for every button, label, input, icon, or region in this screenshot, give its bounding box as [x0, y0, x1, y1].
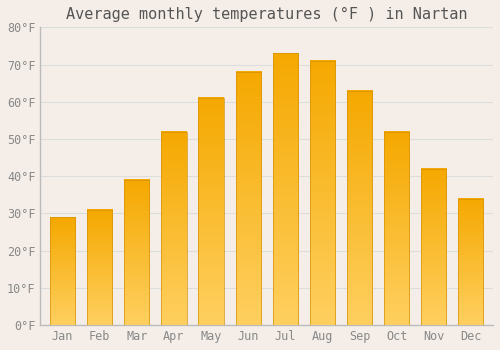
Bar: [198, 98, 224, 325]
Bar: [384, 132, 409, 325]
Bar: [236, 72, 260, 325]
Bar: [310, 61, 335, 325]
Title: Average monthly temperatures (°F ) in Nartan: Average monthly temperatures (°F ) in Na…: [66, 7, 468, 22]
Bar: [162, 132, 186, 325]
Bar: [272, 53, 298, 325]
Bar: [421, 169, 446, 325]
Bar: [124, 180, 150, 325]
Bar: [50, 217, 75, 325]
Bar: [87, 210, 112, 325]
Bar: [347, 91, 372, 325]
Bar: [458, 198, 483, 325]
